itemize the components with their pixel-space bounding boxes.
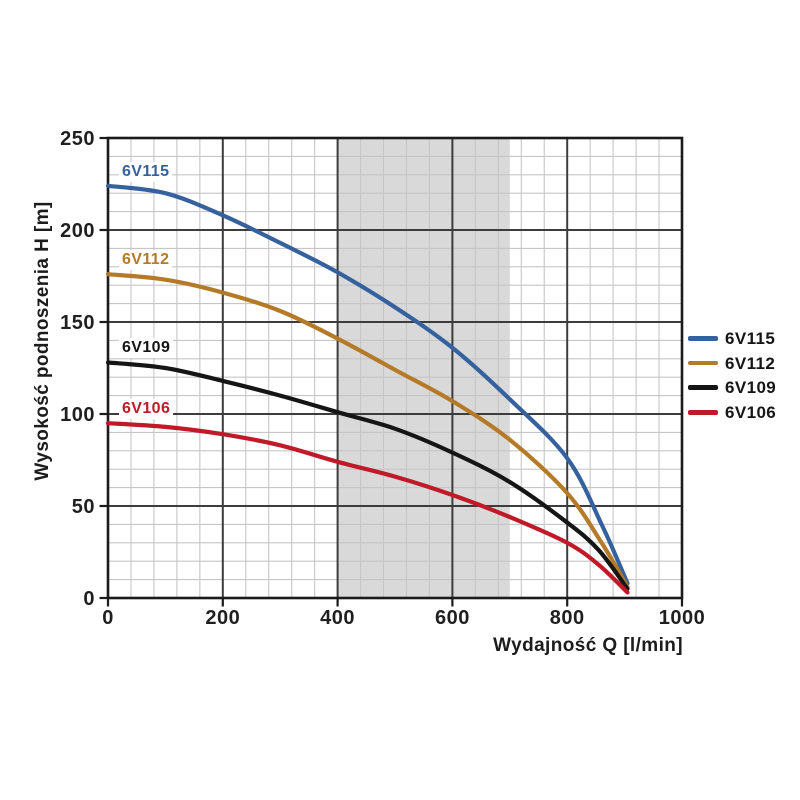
- y-axis-title: Wysokość podnoszenia H [m]: [32, 201, 53, 481]
- series-curve-6V106: [105, 421, 630, 595]
- legend-line-swatch: [688, 385, 718, 391]
- y-tick-label: 100: [60, 404, 95, 426]
- legend-item-6V112: 6V112: [688, 351, 776, 376]
- legend-line-swatch: [688, 360, 718, 366]
- y-tick-label: 150: [60, 312, 95, 334]
- series-curve-6V115: [105, 183, 630, 586]
- legend-line-swatch: [688, 336, 718, 341]
- legend-item-6V106: 6V106: [688, 400, 776, 425]
- plot-frame: [106, 136, 684, 600]
- duty-range-band: [337, 138, 510, 598]
- curve-label-6V115: 6V115: [119, 161, 173, 182]
- x-tick-label: 0: [102, 607, 114, 629]
- legend-item-6V115: 6V115: [688, 326, 776, 351]
- legend-label: 6V115: [725, 328, 776, 348]
- x-tick-label: 600: [435, 607, 470, 629]
- legend-label: 6V112: [725, 353, 776, 373]
- y-tick-label: 200: [60, 220, 95, 242]
- legend-label: 6V109: [725, 378, 777, 398]
- series-curve-6V109: [105, 360, 630, 591]
- curve-label-6V112: 6V112: [119, 250, 173, 271]
- legend-line-swatch: [688, 410, 718, 415]
- legend-label: 6V106: [725, 402, 777, 422]
- x-tick-label: 400: [320, 607, 355, 629]
- x-tick-label: 200: [205, 607, 240, 629]
- y-tick-label: 0: [83, 588, 95, 610]
- legend-item-6V109: 6V109: [688, 375, 776, 400]
- curve-label-6V109: 6V109: [119, 338, 174, 359]
- y-tick-label: 250: [60, 128, 95, 150]
- y-tick-label: 50: [72, 496, 95, 518]
- series-curve-6V112: [105, 272, 630, 590]
- x-tick-label: 1000: [659, 607, 706, 629]
- x-tick-label: 800: [550, 607, 585, 629]
- curve-label-6V106: 6V106: [119, 399, 174, 420]
- legend: 6V115 6V112 6V109 6V106: [688, 326, 776, 425]
- x-axis-title: Wydajność Q [l/min]: [493, 635, 683, 656]
